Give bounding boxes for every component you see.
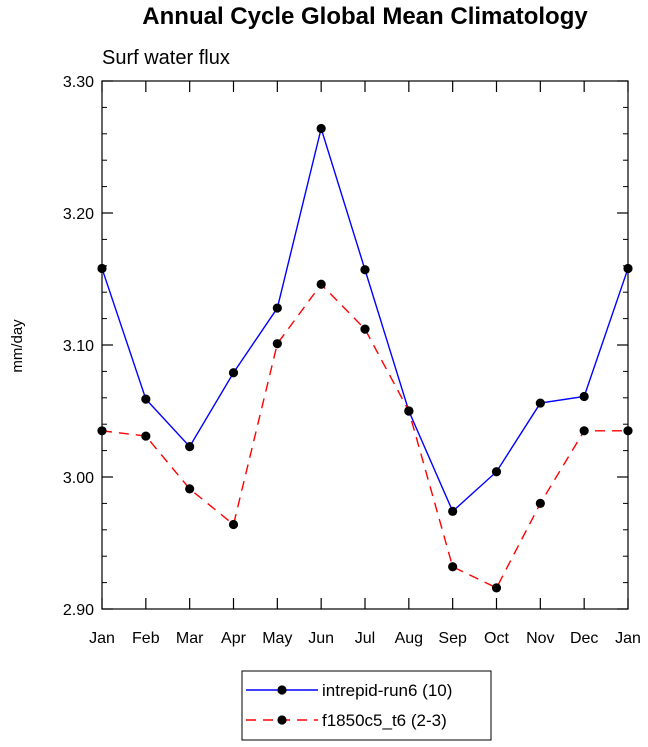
data-point [141, 431, 151, 441]
x-tick-label: Aug [395, 630, 423, 647]
x-tick-label: Oct [484, 630, 509, 647]
x-tick-label: Nov [526, 630, 554, 647]
y-tick-label: 2.90 [63, 602, 94, 619]
plot-frame [101, 80, 629, 610]
legend: intrepid-run6 (10) f1850c5_t6 (2-3) [241, 670, 492, 741]
data-point [448, 506, 458, 516]
data-point [316, 279, 326, 289]
legend-label: intrepid-run6 (10) [322, 681, 452, 700]
x-tick-labels: Jan Feb Mar Apr May Jun Jul Aug Sep Oct Nov Dec Jan [89, 630, 641, 647]
legend-marker [277, 715, 287, 725]
series-line [101, 125, 629, 513]
minor-ticks [102, 80, 628, 610]
x-tick-label: Jan [89, 630, 115, 647]
major-ticks [101, 80, 629, 610]
y-axis-label: mm/day [9, 319, 26, 373]
data-point [535, 398, 545, 408]
x-tick-label: May [262, 630, 292, 647]
data-point [228, 519, 239, 530]
x-tick-label: Feb [132, 630, 160, 647]
x-tick-label: Jun [308, 630, 334, 647]
series-layer [97, 123, 633, 593]
data-point [491, 583, 502, 593]
data-point [404, 406, 414, 416]
data-point [360, 265, 370, 275]
data-point [579, 391, 589, 402]
x-tick-label: Apr [221, 630, 247, 647]
data-point [228, 368, 239, 378]
chart-title: Annual Cycle Global Mean Climatology [142, 3, 588, 30]
legend-marker [277, 685, 287, 695]
data-point [579, 426, 589, 436]
data-point [272, 303, 282, 313]
x-tick-label: Sep [438, 630, 467, 647]
data-point [141, 394, 151, 404]
chart-subtitle: Surf water flux [102, 47, 230, 69]
x-tick-label: Jul [355, 630, 375, 647]
y-tick-labels: 2.90 3.00 3.10 3.20 3.30 [63, 74, 94, 619]
x-tick-label: Mar [176, 630, 204, 647]
series-1 [97, 123, 633, 516]
series-2 [97, 279, 633, 593]
legend-box [241, 670, 492, 741]
data-point [491, 467, 502, 477]
x-tick-label: Jan [615, 630, 641, 647]
data-point [448, 562, 458, 572]
data-point [185, 484, 195, 494]
x-tick-label: Dec [570, 630, 598, 647]
y-tick-label: 3.30 [63, 74, 94, 91]
y-tick-label: 3.10 [63, 338, 94, 355]
data-point [185, 442, 195, 452]
y-tick-label: 3.00 [63, 470, 94, 487]
data-point [316, 123, 326, 134]
data-point [360, 324, 370, 334]
legend-label: f1850c5_t6 (2-3) [322, 711, 447, 730]
y-tick-label: 3.20 [63, 206, 94, 223]
data-point [535, 498, 545, 508]
data-point [272, 339, 282, 349]
